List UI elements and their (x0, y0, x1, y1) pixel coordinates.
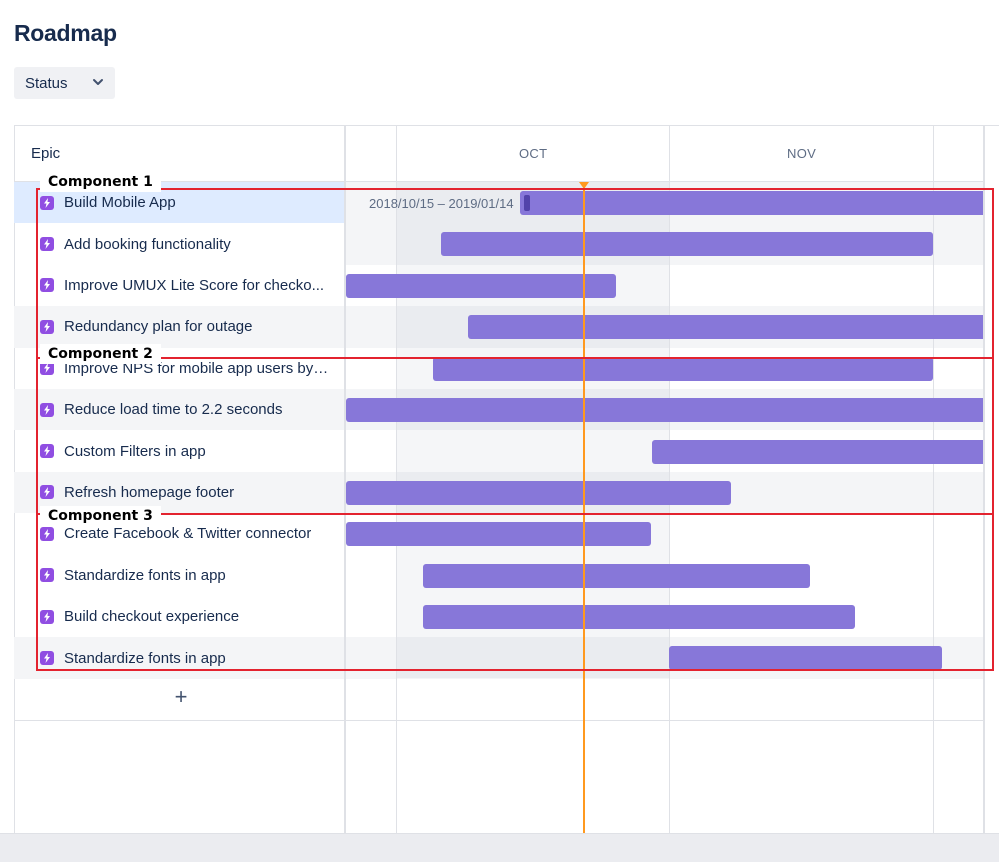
header-divider (346, 181, 983, 182)
bottom-scrollbar-area[interactable] (0, 833, 999, 862)
epic-bar[interactable] (520, 191, 983, 215)
epic-lightning-icon (40, 485, 54, 500)
epic-bar[interactable] (441, 232, 933, 256)
today-line (583, 186, 585, 833)
epic-bar[interactable] (346, 274, 616, 298)
epic-bar[interactable] (468, 315, 983, 339)
component-3-label: Component 3 (40, 506, 161, 526)
component-2-label: Component 2 (40, 344, 161, 364)
epic-lightning-icon (40, 237, 54, 252)
month-gridline (669, 126, 670, 833)
component-3-box (36, 513, 994, 671)
epic-bar[interactable] (423, 605, 855, 629)
row-divider (14, 720, 345, 721)
epic-bar[interactable] (433, 357, 933, 381)
month-label-nov: NOV (787, 146, 817, 161)
epic-bar[interactable] (652, 440, 983, 464)
page-title: Roadmap (14, 20, 117, 46)
month-gridline (933, 126, 934, 833)
month-label-oct: OCT (519, 146, 548, 161)
epic-bar[interactable] (346, 398, 983, 422)
epic-lightning-icon (40, 278, 54, 293)
month-shade (396, 182, 669, 678)
epic-lightning-icon (40, 609, 54, 624)
epic-bar[interactable] (346, 481, 731, 505)
epic-lightning-icon (40, 651, 54, 666)
row-divider (346, 720, 983, 721)
epic-lightning-icon (40, 319, 54, 334)
month-gridline (396, 126, 397, 833)
epic-lightning-icon (40, 195, 54, 210)
epic-lightning-icon (40, 526, 54, 541)
epic-lightning-icon (40, 444, 54, 459)
epic-row[interactable]: Create Facebook & Twitter connector (14, 513, 345, 554)
epic-column-header: Epic (31, 145, 61, 162)
bar-resize-handle[interactable] (524, 195, 530, 211)
epic-column: Epic Build Mobile App Add booking functi… (14, 126, 345, 833)
epic-row[interactable]: Redundancy plan for outage (14, 306, 345, 348)
chevron-down-icon (93, 79, 103, 85)
timeline-right-edge (983, 125, 985, 833)
status-filter-dropdown[interactable]: Status (14, 67, 115, 99)
epic-lightning-icon (40, 361, 54, 376)
header-divider (14, 181, 345, 182)
epic-row[interactable]: Build checkout experience (14, 596, 345, 637)
epic-row[interactable]: Custom Filters in app (14, 430, 345, 471)
component-2-box (36, 357, 994, 515)
today-marker-icon (579, 182, 589, 189)
timeline-area: OCT NOV 2018/10/15 – 2019/01/14 (346, 126, 983, 833)
epic-bar[interactable] (346, 522, 651, 546)
component-1-box (36, 188, 994, 359)
component-1-label: Component 1 (40, 172, 161, 192)
epic-row[interactable]: Standardize fonts in app (14, 555, 345, 596)
epic-row[interactable]: Improve NPS for mobile app users by ... (14, 348, 345, 389)
epic-bar[interactable] (669, 646, 942, 670)
add-epic-button[interactable]: + (174, 684, 188, 709)
epic-row[interactable]: Improve UMUX Lite Score for checko... (14, 265, 345, 306)
epic-row[interactable]: Add booking functionality (14, 223, 345, 264)
epic-lightning-icon (40, 402, 54, 417)
epic-row[interactable]: Reduce load time to 2.2 seconds (14, 389, 345, 431)
column-divider (344, 125, 346, 833)
epic-lightning-icon (40, 568, 54, 583)
date-range-label: 2018/10/15 – 2019/01/14 (369, 196, 514, 211)
epic-bar[interactable] (423, 564, 810, 588)
status-filter-label: Status (25, 74, 68, 92)
epic-row[interactable]: Standardize fonts in app (14, 637, 345, 679)
